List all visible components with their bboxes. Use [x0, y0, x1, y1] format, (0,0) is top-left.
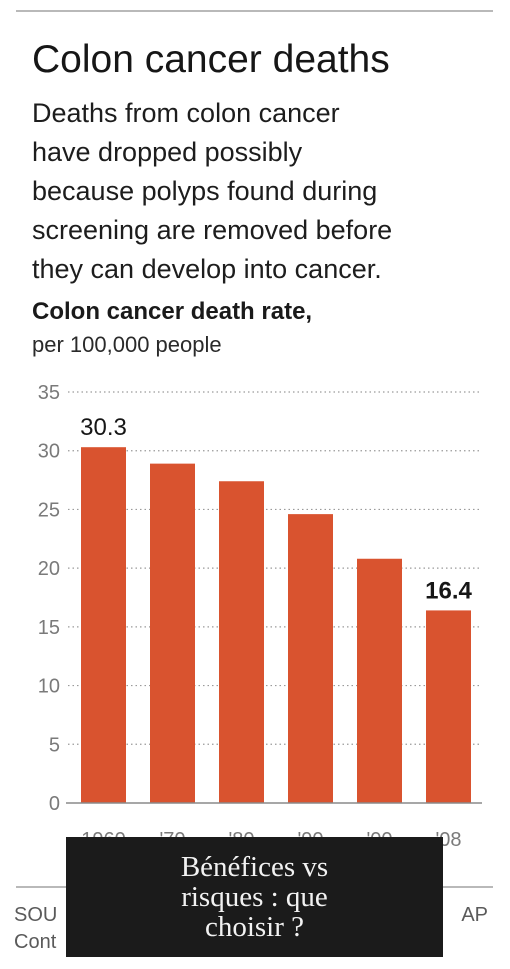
overlay-caption: Bénéfices vs risques : que choisir ? — [145, 852, 365, 942]
credit-label: AP — [461, 904, 488, 926]
bar — [150, 463, 195, 803]
subtitle-line: screening are removed before — [32, 215, 393, 245]
source-line: SOU — [14, 904, 58, 926]
caption-overlay: Bénéfices vs risques : que choisir ? — [66, 837, 443, 957]
data-label: 16.4 — [425, 577, 472, 604]
chart-unit-label: per 100,000 people — [32, 332, 222, 357]
bar — [219, 481, 264, 803]
overlay-line: Bénéfices vs — [180, 851, 329, 883]
chart-title: Colon cancer death rate, — [32, 298, 313, 325]
infographic-title: Colon cancer deaths — [32, 38, 390, 81]
y-tick-label: 30 — [38, 441, 60, 463]
subtitle-line: because polyps found during — [32, 176, 378, 206]
subtitle-line: Deaths from colon cancer — [32, 98, 340, 128]
bar — [81, 447, 126, 803]
y-tick-label: 25 — [38, 499, 60, 521]
source-line: Cont — [14, 931, 57, 953]
top-divider — [16, 10, 493, 12]
bar — [357, 558, 402, 803]
source-note: SOU Cont — [14, 902, 57, 956]
overlay-line: choisir ? — [204, 911, 305, 943]
infographic-subtitle: Deaths from colon cancer have dropped po… — [32, 94, 482, 289]
subtitle-line: they can develop into cancer. — [32, 254, 382, 284]
data-label: 30.3 — [80, 414, 127, 441]
y-tick-label: 5 — [49, 734, 60, 756]
y-tick-label: 20 — [38, 558, 60, 580]
y-tick-label: 15 — [38, 617, 60, 639]
bar — [288, 514, 333, 803]
y-tick-label: 0 — [49, 793, 60, 815]
y-tick-label: 10 — [38, 676, 60, 698]
bar — [426, 610, 471, 803]
bar-chart: 051015202530351960'70'80'90'00'0830.316.… — [38, 382, 482, 850]
y-tick-label: 35 — [38, 382, 60, 404]
overlay-line: risques : que — [181, 881, 328, 913]
subtitle-line: have dropped possibly — [32, 137, 303, 167]
